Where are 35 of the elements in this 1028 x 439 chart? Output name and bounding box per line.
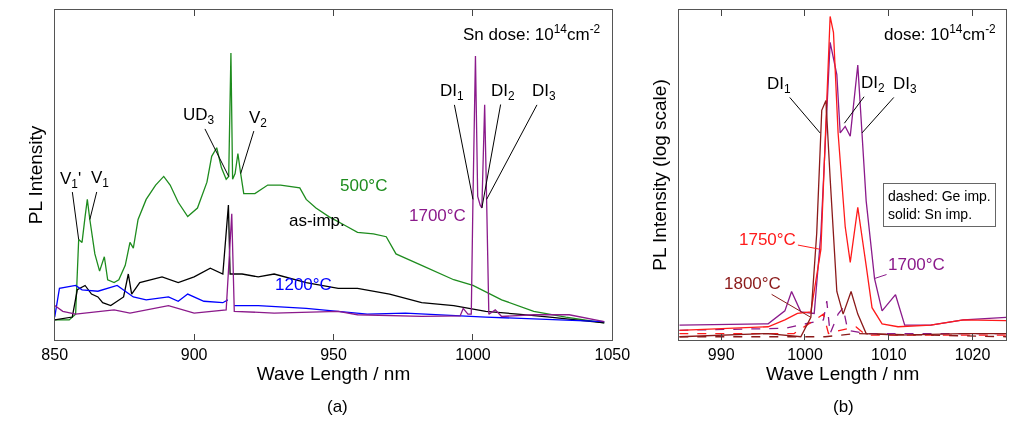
annotation: DI$_{3}$ (532, 81, 556, 103)
text: as-imp. (289, 211, 345, 230)
x-tick-label: 1010 (871, 346, 907, 364)
x-tick-label: 900 (180, 346, 208, 364)
x-tick-label: 1020 (954, 346, 991, 364)
x-axis-title: Wave Length / nm (765, 363, 920, 385)
annotation: DI$_{3}$ (893, 74, 917, 96)
x-tick-label: 1050 (594, 346, 631, 364)
annotation: V$_{1}$ (91, 168, 110, 190)
legend-label: 1750°C (739, 230, 796, 249)
text: (a) (327, 397, 348, 416)
series-label: 1800°C (724, 274, 781, 293)
annotation: DI$_{2}$ (491, 81, 515, 103)
x-tick-label: 990 (707, 346, 735, 364)
annotation: V$_{2}$ (249, 108, 268, 130)
x-tick-label: 950 (320, 346, 347, 364)
annotation: DI$_{1}$ (767, 74, 791, 96)
annotation: V$_{1}$' (60, 169, 82, 191)
text: Sn dose: 10$^{14}$cm$^{-2}$ (463, 22, 601, 45)
annotation: DI$_{1}$ (440, 81, 464, 103)
y-axis-title: PL Intensity (log scale) (649, 79, 671, 271)
annotation: dashed: Ge imp. solid: Sn imp. (888, 188, 991, 223)
annotation: dose: 10$^{14}$cm$^{-2}$ (884, 22, 997, 45)
x-tick-label: 1000 (455, 346, 491, 364)
x-tick-label: 1000 (787, 346, 823, 364)
y-axis-title: PL Intensity (24, 125, 46, 225)
annotation: DI$_{2}$ (861, 73, 885, 95)
series-label: 1200°C (275, 275, 332, 294)
x-tick-label: 850 (41, 346, 69, 364)
series-label: 500°C (340, 176, 388, 195)
text: (b) (833, 397, 854, 416)
x-axis-title: Wave Length / nm (256, 363, 411, 385)
annotation: UD$_{3}$ (183, 105, 215, 127)
series-label: 1700°C (409, 206, 466, 225)
series-label: 1700°C (888, 255, 945, 274)
